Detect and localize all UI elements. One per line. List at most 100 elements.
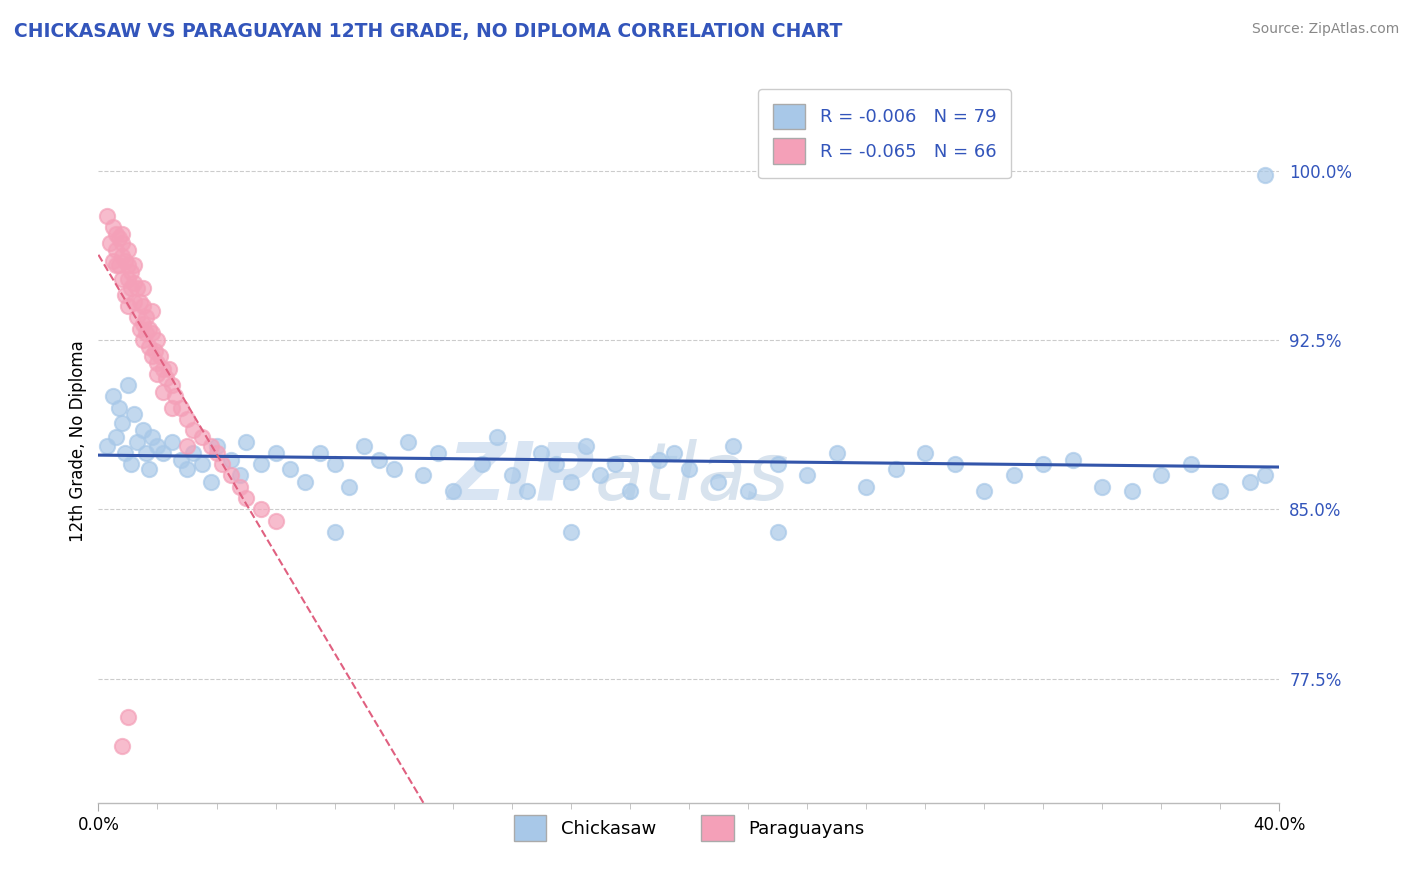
Point [138, 340, 160, 354]
Point [132, 423, 155, 437]
Point [264, 446, 287, 460]
Point [200, 439, 222, 453]
Point [1180, 457, 1202, 471]
Point [589, 468, 612, 483]
Point [157, 362, 180, 376]
Text: CHICKASAW VS PARAGUAYAN 12TH GRADE, NO DIPLOMA CORRELATION CHART: CHICKASAW VS PARAGUAYAN 12TH GRADE, NO D… [14, 22, 842, 41]
Point [605, 457, 627, 471]
Point [117, 299, 139, 313]
Point [1239, 475, 1261, 490]
Point [575, 439, 598, 453]
Point [111, 417, 134, 431]
Point [855, 480, 877, 494]
Point [165, 389, 187, 403]
Point [122, 259, 145, 273]
Point [398, 434, 420, 449]
Point [122, 294, 145, 309]
Point [146, 333, 169, 347]
Point [96, 439, 118, 453]
Point [111, 739, 134, 754]
Point [111, 249, 134, 263]
Point [914, 446, 936, 460]
Point [117, 272, 139, 286]
Point [323, 457, 346, 471]
Point [96, 209, 118, 223]
Point [294, 475, 316, 490]
Point [125, 281, 148, 295]
Point [766, 524, 789, 539]
Point [353, 439, 375, 453]
Point [181, 423, 204, 437]
Point [176, 439, 198, 453]
Point [825, 446, 848, 460]
Point [111, 235, 134, 250]
Point [501, 468, 523, 483]
Point [250, 457, 273, 471]
Point [516, 484, 538, 499]
Point [120, 281, 142, 295]
Point [339, 480, 361, 494]
Point [162, 401, 183, 415]
Point [141, 349, 163, 363]
Point [132, 333, 155, 347]
Point [132, 281, 155, 295]
Point [105, 243, 128, 257]
Point [181, 446, 204, 460]
Point [170, 452, 193, 467]
Point [427, 446, 450, 460]
Point [122, 408, 145, 422]
Point [191, 457, 214, 471]
Point [323, 524, 346, 539]
Text: ZIP: ZIP [447, 439, 595, 516]
Point [122, 277, 145, 291]
Point [117, 243, 139, 257]
Point [678, 461, 700, 475]
Point [1002, 468, 1025, 483]
Point [141, 326, 163, 340]
Point [114, 446, 136, 460]
Point [135, 310, 157, 325]
Point [152, 384, 174, 399]
Point [441, 484, 464, 499]
Point [471, 457, 494, 471]
Point [125, 310, 148, 325]
Point [235, 434, 257, 449]
Point [98, 235, 121, 250]
Point [368, 452, 391, 467]
Point [280, 461, 302, 475]
Point [138, 461, 160, 475]
Point [221, 452, 243, 467]
Point [117, 378, 139, 392]
Point [162, 434, 183, 449]
Point [117, 710, 139, 724]
Point [170, 401, 193, 415]
Point [138, 321, 160, 335]
Point [176, 412, 198, 426]
Point [105, 227, 128, 241]
Point [141, 430, 163, 444]
Point [146, 367, 169, 381]
Point [146, 355, 169, 369]
Point [149, 349, 172, 363]
Point [152, 362, 174, 376]
Point [155, 371, 177, 385]
Point [530, 446, 553, 460]
Text: Source: ZipAtlas.com: Source: ZipAtlas.com [1251, 22, 1399, 37]
Point [105, 259, 128, 273]
Point [125, 434, 148, 449]
Point [103, 220, 125, 235]
Point [132, 317, 155, 331]
Point [707, 475, 730, 490]
Point [1150, 468, 1173, 483]
Point [943, 457, 966, 471]
Point [1091, 480, 1114, 494]
Point [114, 287, 136, 301]
Point [111, 272, 134, 286]
Point [205, 446, 228, 460]
Point [309, 446, 332, 460]
Legend: Chickasaw, Paraguayans: Chickasaw, Paraguayans [499, 801, 879, 855]
Point [141, 303, 163, 318]
Point [176, 461, 198, 475]
Point [973, 484, 995, 499]
Point [1032, 457, 1054, 471]
